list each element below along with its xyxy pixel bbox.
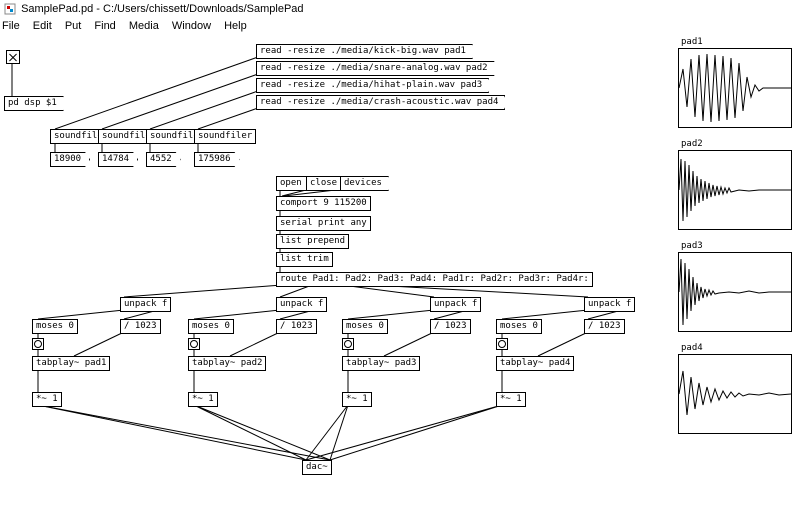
samples-1[interactable]: 18900 bbox=[50, 152, 90, 167]
soundfiler-4[interactable]: soundfiler bbox=[194, 129, 256, 144]
serial-print[interactable]: serial print any bbox=[276, 216, 371, 231]
div-1[interactable]: / 1023 bbox=[120, 319, 161, 334]
comport-obj[interactable]: comport 9 115200 bbox=[276, 196, 371, 211]
samples-4[interactable]: 175986 bbox=[194, 152, 240, 167]
bang-4[interactable] bbox=[496, 338, 508, 350]
mult-2[interactable]: *~ 1 bbox=[188, 392, 218, 407]
open-msg[interactable]: open bbox=[276, 176, 309, 191]
menu-put[interactable]: Put bbox=[65, 20, 82, 32]
unpack-1[interactable]: unpack f bbox=[120, 297, 171, 312]
unpack-2[interactable]: unpack f bbox=[276, 297, 327, 312]
bang-2[interactable] bbox=[188, 338, 200, 350]
window-title: SamplePad.pd - C:/Users/chissett/Downloa… bbox=[21, 3, 303, 15]
array-label-4: pad4 bbox=[681, 343, 703, 353]
div-4[interactable]: / 1023 bbox=[584, 319, 625, 334]
samples-2[interactable]: 14784 bbox=[98, 152, 138, 167]
menu-file[interactable]: File bbox=[2, 20, 20, 32]
read-msg-2[interactable]: read -resize ./media/snare-analog.wav pa… bbox=[256, 61, 495, 76]
mult-3[interactable]: *~ 1 bbox=[342, 392, 372, 407]
menu-media[interactable]: Media bbox=[129, 20, 159, 32]
bang-1[interactable] bbox=[32, 338, 44, 350]
div-2[interactable]: / 1023 bbox=[276, 319, 317, 334]
moses-2[interactable]: moses 0 bbox=[188, 319, 234, 334]
unpack-3[interactable]: unpack f bbox=[430, 297, 481, 312]
read-msg-3[interactable]: read -resize ./media/hihat-plain.wav pad… bbox=[256, 78, 489, 93]
array-label-3: pad3 bbox=[681, 241, 703, 251]
moses-3[interactable]: moses 0 bbox=[342, 319, 388, 334]
dsp-msg[interactable]: pd dsp $1 bbox=[4, 96, 64, 111]
route-obj[interactable]: route Pad1: Pad2: Pad3: Pad4: Pad1r: Pad… bbox=[276, 272, 593, 287]
tabplay-4[interactable]: tabplay~ pad4 bbox=[496, 356, 574, 371]
array-pad1[interactable]: pad1 bbox=[678, 48, 792, 128]
array-pad3[interactable]: pad3 bbox=[678, 252, 792, 332]
array-label-1: pad1 bbox=[681, 37, 703, 47]
unpack-4[interactable]: unpack f bbox=[584, 297, 635, 312]
moses-1[interactable]: moses 0 bbox=[32, 319, 78, 334]
div-3[interactable]: / 1023 bbox=[430, 319, 471, 334]
tabplay-2[interactable]: tabplay~ pad2 bbox=[188, 356, 266, 371]
menu-find[interactable]: Find bbox=[94, 20, 115, 32]
mult-1[interactable]: *~ 1 bbox=[32, 392, 62, 407]
list-trim[interactable]: list trim bbox=[276, 252, 333, 267]
read-msg-1[interactable]: read -resize ./media/kick-big.wav pad1 bbox=[256, 44, 473, 59]
close-msg[interactable]: close bbox=[306, 176, 344, 191]
tabplay-1[interactable]: tabplay~ pad1 bbox=[32, 356, 110, 371]
menu-bar: File Edit Put Find Media Window Help bbox=[0, 18, 800, 34]
bang-3[interactable] bbox=[342, 338, 354, 350]
menu-window[interactable]: Window bbox=[172, 20, 211, 32]
devices-msg[interactable]: devices bbox=[340, 176, 389, 191]
dac-obj[interactable]: dac~ bbox=[302, 460, 332, 475]
moses-4[interactable]: moses 0 bbox=[496, 319, 542, 334]
list-prepend[interactable]: list prepend bbox=[276, 234, 349, 249]
title-bar: SamplePad.pd - C:/Users/chissett/Downloa… bbox=[0, 0, 800, 18]
menu-edit[interactable]: Edit bbox=[33, 20, 52, 32]
mult-4[interactable]: *~ 1 bbox=[496, 392, 526, 407]
array-pad2[interactable]: pad2 bbox=[678, 150, 792, 230]
menu-help[interactable]: Help bbox=[224, 20, 247, 32]
samples-3[interactable]: 4552 bbox=[146, 152, 181, 167]
dsp-toggle[interactable] bbox=[6, 50, 20, 64]
pd-icon bbox=[4, 3, 16, 15]
array-label-2: pad2 bbox=[681, 139, 703, 149]
patch-canvas[interactable]: pd dsp $1 read -resize ./media/kick-big.… bbox=[0, 34, 800, 510]
read-msg-4[interactable]: read -resize ./media/crash-acoustic.wav … bbox=[256, 95, 505, 110]
array-pad4[interactable]: pad4 bbox=[678, 354, 792, 434]
tabplay-3[interactable]: tabplay~ pad3 bbox=[342, 356, 420, 371]
